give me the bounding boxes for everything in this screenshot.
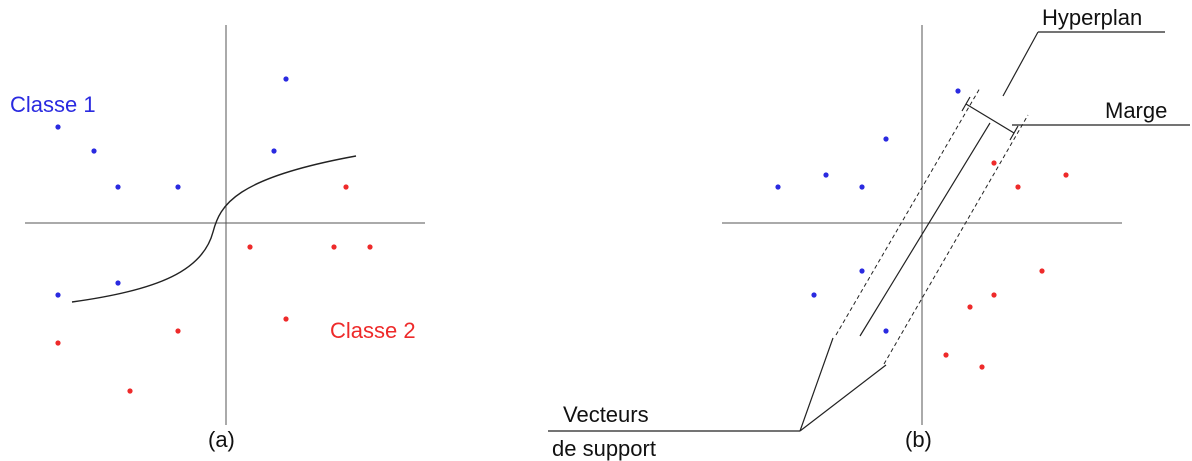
class2-point bbox=[175, 328, 181, 334]
margin-tick-1 bbox=[961, 96, 971, 112]
class2-point bbox=[367, 244, 373, 250]
class2-point bbox=[283, 316, 289, 322]
class1-point bbox=[115, 184, 121, 190]
vecteurs-pointer-1 bbox=[799, 337, 834, 432]
class2-point bbox=[343, 184, 349, 190]
hyperplane-line bbox=[859, 122, 991, 337]
panel-b: Hyperplan Marge Vecteurs de support (b) bbox=[548, 5, 1190, 461]
class2-point bbox=[991, 292, 997, 298]
panel-b-class2-points bbox=[943, 160, 1069, 370]
class1-point bbox=[115, 280, 121, 286]
class1-point bbox=[775, 184, 781, 190]
class2-point bbox=[127, 388, 133, 394]
class1-point bbox=[283, 76, 289, 82]
class1-point bbox=[859, 268, 865, 274]
class1-point bbox=[55, 124, 61, 130]
marge-label: Marge bbox=[1105, 98, 1167, 123]
vecteurs-pointer-2 bbox=[799, 364, 887, 432]
panel-a-class1-points bbox=[55, 76, 289, 298]
hyperplan-pointer bbox=[1002, 31, 1039, 97]
class2-point bbox=[943, 352, 949, 358]
class1-point bbox=[271, 148, 277, 154]
margin-line-class1 bbox=[835, 87, 981, 336]
vecteurs-label-line1: Vecteurs bbox=[563, 402, 649, 427]
hyperplan-label: Hyperplan bbox=[1042, 5, 1142, 30]
class1-label: Classe 1 bbox=[10, 92, 96, 117]
class1-point bbox=[811, 292, 817, 298]
class2-point bbox=[991, 160, 997, 166]
class1-point bbox=[175, 184, 181, 190]
margin-line-class2 bbox=[883, 114, 1029, 365]
class1-point bbox=[883, 136, 889, 142]
caption-b: (b) bbox=[905, 427, 932, 452]
margin-width-marker bbox=[965, 103, 1015, 134]
panel-a-class2-points bbox=[55, 184, 373, 394]
class2-point bbox=[1039, 268, 1045, 274]
class2-label: Classe 2 bbox=[330, 318, 416, 343]
class1-point bbox=[955, 88, 961, 94]
vecteurs-label-line2: de support bbox=[552, 436, 656, 461]
panel-a-nonlinear-boundary bbox=[71, 155, 357, 303]
class2-point bbox=[967, 304, 973, 310]
panel-a: Classe 1 Classe 2 (a) bbox=[10, 25, 425, 452]
panel-b-class1-points bbox=[775, 88, 961, 334]
class2-point bbox=[1063, 172, 1069, 178]
class1-point bbox=[823, 172, 829, 178]
class2-point bbox=[1015, 184, 1021, 190]
caption-a: (a) bbox=[208, 427, 235, 452]
class1-point bbox=[55, 292, 61, 298]
class2-point bbox=[55, 340, 61, 346]
margin-tick-2 bbox=[1009, 125, 1019, 141]
class2-point bbox=[247, 244, 253, 250]
class1-point bbox=[883, 328, 889, 334]
class1-point bbox=[91, 148, 97, 154]
class1-point bbox=[859, 184, 865, 190]
class2-point bbox=[331, 244, 337, 250]
class2-point bbox=[979, 364, 985, 370]
